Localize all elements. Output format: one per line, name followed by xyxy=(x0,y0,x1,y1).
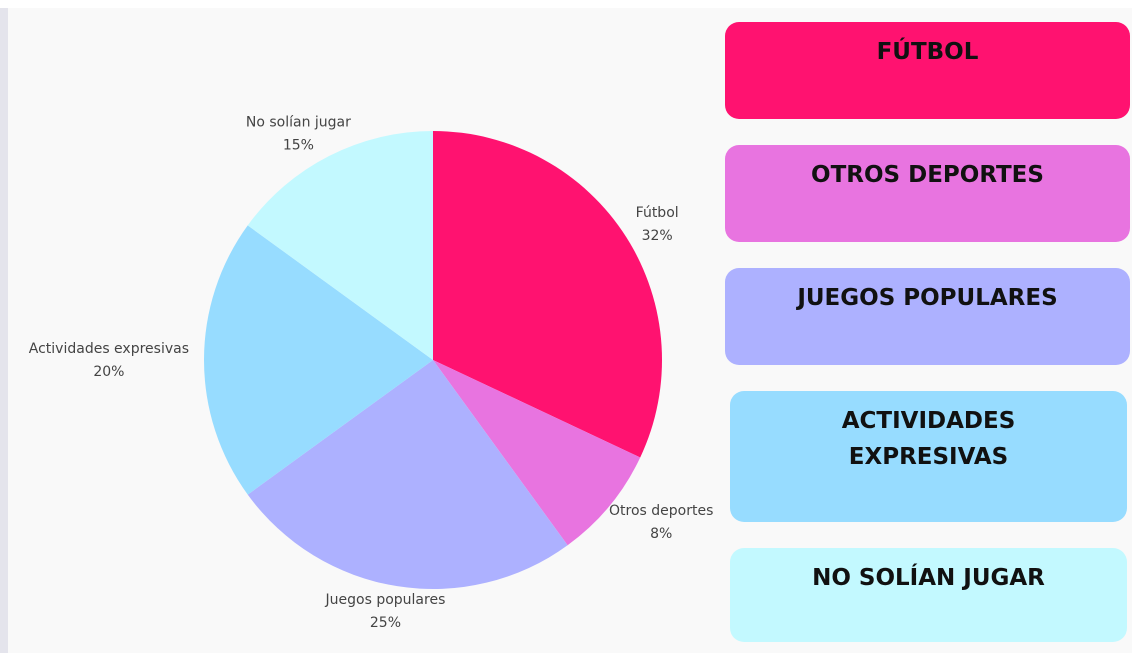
slice-label: Otros deportes xyxy=(609,503,713,519)
slice-value-label: 8% xyxy=(650,526,672,542)
slice-label: Fútbol xyxy=(636,205,679,221)
slice-label: Juegos populares xyxy=(325,592,446,608)
slice-label: No solían jugar xyxy=(246,115,351,131)
legend-box: OTROS DEPORTES xyxy=(725,145,1130,242)
slice-label: Actividades expresivas xyxy=(29,341,189,357)
slice-value-label: 32% xyxy=(642,228,673,244)
legend-box: NO SOLÍAN JUGAR xyxy=(730,548,1127,642)
pie-slice xyxy=(433,131,662,458)
legend-box: FÚTBOL xyxy=(725,22,1130,119)
pie-slice xyxy=(204,225,433,495)
pie-slice xyxy=(247,131,433,360)
slice-value-label: 20% xyxy=(93,364,124,380)
slice-value-label: 15% xyxy=(283,138,314,154)
pie-slice xyxy=(433,360,641,546)
pie-slice xyxy=(247,360,568,589)
legend-box: JUEGOS POPULARES xyxy=(725,268,1130,365)
slice-value-label: 25% xyxy=(370,615,401,631)
legend-box: ACTIVIDADES EXPRESIVAS xyxy=(730,391,1127,522)
